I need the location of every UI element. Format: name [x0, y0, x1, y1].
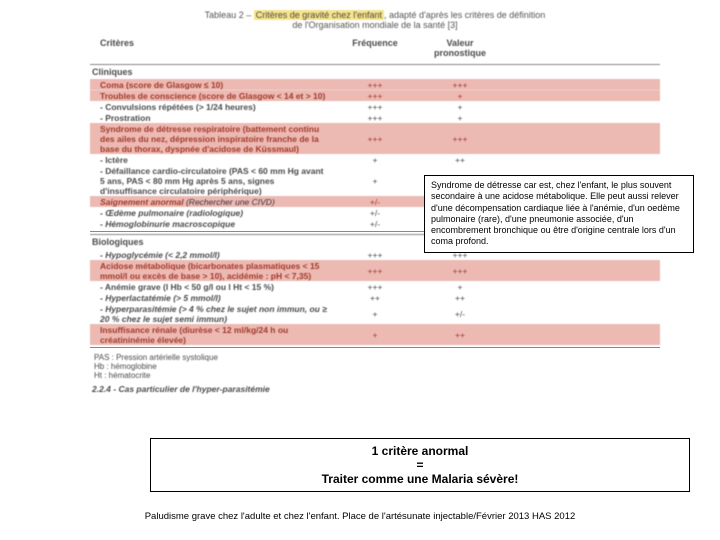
table-row: - Hyperparasitémie (> 4 % chez le sujet … [90, 303, 660, 324]
definitions: PAS : Pression artérielle systolique Hb … [90, 350, 660, 380]
section-cliniques: Cliniques [90, 64, 660, 79]
row-value: +++ [420, 134, 500, 144]
row-value: + [420, 91, 500, 101]
table-row: Troubles de conscience (score de Glasgow… [90, 90, 660, 101]
row-value: +/- [420, 309, 500, 319]
row-frequency: + [330, 309, 420, 319]
table-row: - Hyperlactatémie (> 5 mmol/l)++++ [90, 292, 660, 303]
row-criteria: Coma (score de Glasgow ≤ 10) [100, 80, 330, 90]
row-value: ++ [420, 293, 500, 303]
callout-line1: 1 critère anormal [159, 444, 681, 458]
table-row: - Anémie grave (l Hb < 50 g/l ou l Ht < … [90, 281, 660, 292]
row-criteria: Troubles de conscience (score de Glasgow… [100, 91, 330, 101]
table-row: Syndrome de détresse respiratoire (batte… [90, 123, 660, 154]
row-frequency: +/- [330, 197, 420, 207]
caption-line2: de l'Organisation mondiale de la santé [… [292, 20, 457, 30]
row-criteria: - Hypoglycémie (< 2,2 mmol/l) [100, 250, 330, 260]
footer-citation: Paludisme grave chez l'adulte et chez l'… [0, 511, 720, 522]
row-frequency: +++ [330, 102, 420, 112]
column-headers: Critères Fréquence Valeur pronostique [90, 36, 660, 64]
row-criteria: - Défaillance cardio-circulatoire (PAS <… [100, 166, 330, 196]
row-criteria: - Hémoglobinurie macroscopique [100, 219, 330, 229]
row-frequency: + [330, 155, 420, 165]
row-frequency: + [330, 176, 420, 186]
callout-syndrome: Syndrome de détresse car est, chez l'enf… [424, 175, 694, 253]
row-frequency: +/- [330, 219, 420, 229]
header-criteres: Critères [100, 38, 330, 58]
row-criteria: Acidose métabolique (bicarbonates plasma… [100, 261, 330, 281]
row-frequency: +++ [330, 282, 420, 292]
row-criteria: - Hyperparasitémie (> 4 % chez le sujet … [100, 304, 330, 324]
row-value: +++ [420, 266, 500, 276]
row-value: ++ [420, 155, 500, 165]
header-frequence: Fréquence [330, 38, 420, 58]
row-value: + [420, 282, 500, 292]
row-value: + [420, 113, 500, 123]
row-criteria: - Prostration [100, 113, 330, 123]
row-value: + [420, 102, 500, 112]
row-criteria: Insuffisance rénale (diurèse < 12 ml/kg/… [100, 325, 330, 345]
row-value: +++ [420, 80, 500, 90]
table-caption: Tableau 2 – Critères de gravité chez l'e… [90, 10, 660, 30]
row-criteria: - Hyperlactatémie (> 5 mmol/l) [100, 293, 330, 303]
row-frequency: +++ [330, 80, 420, 90]
table-row: - Prostration++++ [90, 112, 660, 123]
row-criteria: - Anémie grave (l Hb < 50 g/l ou l Ht < … [100, 282, 330, 292]
row-frequency: +++ [330, 266, 420, 276]
table-row: Insuffisance rénale (diurèse < 12 ml/kg/… [90, 324, 660, 345]
row-note: (Rechercher une CIVD) [184, 197, 275, 207]
callout-line2: = [159, 458, 681, 472]
row-frequency: + [330, 330, 420, 340]
subheading: 2.2.4 - Cas particulier de l'hyper-paras… [90, 380, 660, 394]
row-frequency: +++ [330, 91, 420, 101]
row-frequency: +++ [330, 250, 420, 260]
caption-prefix: Tableau 2 – [205, 10, 254, 20]
caption-highlight: Critères de gravité chez l'enfant [254, 10, 384, 20]
caption-suffix: , adapté d'après les critères de définit… [384, 10, 545, 20]
row-criteria: - Œdème pulmonaire (radiologique) [100, 208, 330, 218]
row-frequency: +++ [330, 113, 420, 123]
def-ht: Ht : hématocrite [94, 371, 660, 380]
row-frequency: ++ [330, 293, 420, 303]
separator [90, 347, 660, 348]
row-frequency: +/- [330, 208, 420, 218]
row-criteria: - Convulsions répétées (> 1/24 heures) [100, 102, 330, 112]
row-value: ++ [420, 330, 500, 340]
header-valeur: Valeur pronostique [420, 38, 500, 58]
row-criteria: - Ictère [100, 155, 330, 165]
def-pas: PAS : Pression artérielle systolique [94, 353, 660, 362]
row-frequency: +++ [330, 134, 420, 144]
table-row: - Convulsions répétées (> 1/24 heures)++… [90, 101, 660, 112]
callout-treatment: 1 critère anormal = Traiter comme une Ma… [150, 438, 690, 492]
table-row: Coma (score de Glasgow ≤ 10)++++++ [90, 79, 660, 90]
row-criteria: Syndrome de détresse respiratoire (batte… [100, 124, 330, 154]
table-row: Acidose métabolique (bicarbonates plasma… [90, 260, 660, 281]
callout-line3: Traiter comme une Malaria sévère! [159, 472, 681, 486]
table-row: - Ictère+++ [90, 154, 660, 165]
row-criteria: Saignement anormal (Rechercher une CIVD) [100, 197, 330, 207]
def-hb: Hb : hémoglobine [94, 362, 660, 371]
